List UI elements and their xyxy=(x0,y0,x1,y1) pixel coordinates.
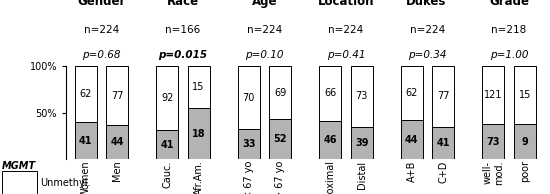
Text: Location: Location xyxy=(318,0,374,8)
Bar xyxy=(106,125,128,159)
Bar xyxy=(238,129,260,159)
Text: 15: 15 xyxy=(192,82,205,92)
Bar xyxy=(482,124,504,159)
Text: 52: 52 xyxy=(273,134,287,144)
Text: p=0.10: p=0.10 xyxy=(245,50,284,60)
Bar xyxy=(269,119,291,159)
Text: Age: Age xyxy=(252,0,277,8)
Text: 41: 41 xyxy=(437,138,450,148)
Text: p=0.68: p=0.68 xyxy=(82,50,120,60)
Bar xyxy=(351,127,373,159)
Text: p=0.41: p=0.41 xyxy=(327,50,365,60)
Text: 44: 44 xyxy=(111,137,124,147)
Bar xyxy=(156,66,178,130)
Text: Unmethyl.: Unmethyl. xyxy=(40,178,91,188)
Text: 15: 15 xyxy=(519,90,531,100)
Text: p=0.34: p=0.34 xyxy=(408,50,447,60)
Text: 66: 66 xyxy=(324,88,337,98)
Bar xyxy=(238,66,260,129)
Text: n=224: n=224 xyxy=(328,25,364,35)
Bar xyxy=(106,66,128,125)
Bar xyxy=(514,66,536,124)
Bar xyxy=(514,124,536,159)
Bar xyxy=(401,66,423,120)
Text: p=1.00: p=1.00 xyxy=(490,50,529,60)
Bar xyxy=(482,66,504,124)
Bar xyxy=(75,66,97,122)
Text: n=224: n=224 xyxy=(410,25,445,35)
Bar xyxy=(432,66,454,127)
Bar xyxy=(188,66,210,108)
Text: n=224: n=224 xyxy=(247,25,282,35)
Text: 46: 46 xyxy=(323,135,337,145)
Text: 69: 69 xyxy=(274,87,287,98)
Text: 9: 9 xyxy=(521,137,528,147)
Bar xyxy=(269,66,291,119)
Text: 41: 41 xyxy=(79,136,92,146)
Text: 18: 18 xyxy=(192,129,206,139)
Bar xyxy=(320,66,342,121)
Text: n=224: n=224 xyxy=(84,25,119,35)
Bar xyxy=(75,122,97,159)
Text: Grade: Grade xyxy=(489,0,529,8)
Text: p=0.015: p=0.015 xyxy=(158,50,207,60)
Bar xyxy=(401,120,423,159)
Text: n=166: n=166 xyxy=(166,25,201,35)
Text: 77: 77 xyxy=(111,91,123,101)
Bar xyxy=(432,127,454,159)
Text: Race: Race xyxy=(167,0,199,8)
Text: 121: 121 xyxy=(484,90,503,100)
Text: 70: 70 xyxy=(243,93,255,103)
Text: MGMT: MGMT xyxy=(2,161,36,171)
Text: 44: 44 xyxy=(405,135,419,145)
Text: 62: 62 xyxy=(80,89,92,99)
Bar xyxy=(188,108,210,159)
Text: 73: 73 xyxy=(355,91,368,101)
Bar xyxy=(351,66,373,127)
Bar xyxy=(320,121,342,159)
Text: 92: 92 xyxy=(161,93,173,103)
Text: 62: 62 xyxy=(406,88,418,98)
Text: 33: 33 xyxy=(242,139,256,149)
Text: 73: 73 xyxy=(487,137,500,146)
Text: 39: 39 xyxy=(355,138,368,148)
Text: 77: 77 xyxy=(437,91,449,101)
Bar xyxy=(156,130,178,159)
Text: Gender: Gender xyxy=(77,0,125,8)
Text: n=218: n=218 xyxy=(492,25,527,35)
Text: 41: 41 xyxy=(161,140,174,150)
Text: Dukes': Dukes' xyxy=(405,0,449,8)
